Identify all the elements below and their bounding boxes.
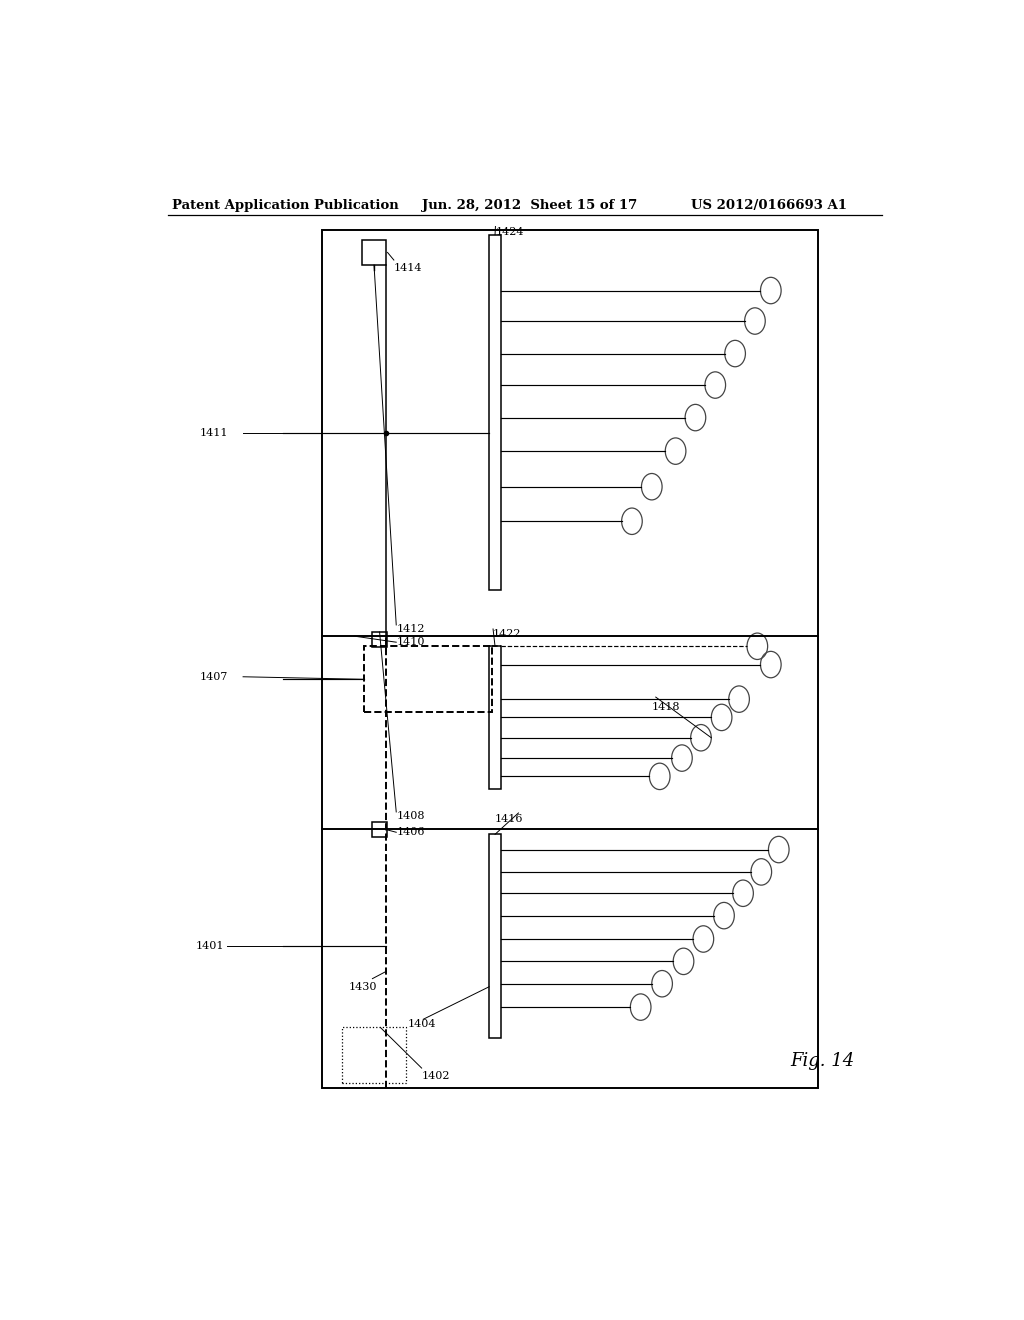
Text: 1418: 1418 (652, 702, 680, 713)
Text: 1401: 1401 (196, 941, 224, 952)
Bar (489, 647, 501, 788)
Text: 1430: 1430 (348, 982, 377, 991)
Bar (342, 1027, 406, 1084)
Bar (364, 647, 493, 713)
Text: Patent Application Publication: Patent Application Publication (172, 199, 398, 213)
Text: 1424: 1424 (496, 227, 524, 236)
Text: 1410: 1410 (396, 638, 425, 647)
Text: 1416: 1416 (495, 814, 523, 824)
Bar (373, 632, 387, 647)
Text: Fig. 14: Fig. 14 (791, 1052, 855, 1071)
Text: 1402: 1402 (422, 1072, 451, 1081)
Bar (362, 240, 386, 265)
Text: 1407: 1407 (200, 672, 227, 681)
Text: 1408: 1408 (396, 810, 425, 821)
Text: 1404: 1404 (408, 1019, 436, 1030)
Bar (489, 834, 501, 1038)
Text: 1412: 1412 (396, 624, 425, 634)
Bar (323, 230, 818, 1089)
Text: US 2012/0166693 A1: US 2012/0166693 A1 (691, 199, 848, 213)
Text: 1411: 1411 (200, 428, 228, 438)
Text: Jun. 28, 2012  Sheet 15 of 17: Jun. 28, 2012 Sheet 15 of 17 (422, 199, 637, 213)
Text: 1406: 1406 (396, 828, 425, 837)
Text: 1414: 1414 (394, 263, 422, 273)
Bar (373, 822, 387, 837)
Text: 1422: 1422 (494, 630, 521, 639)
Bar (489, 235, 501, 590)
